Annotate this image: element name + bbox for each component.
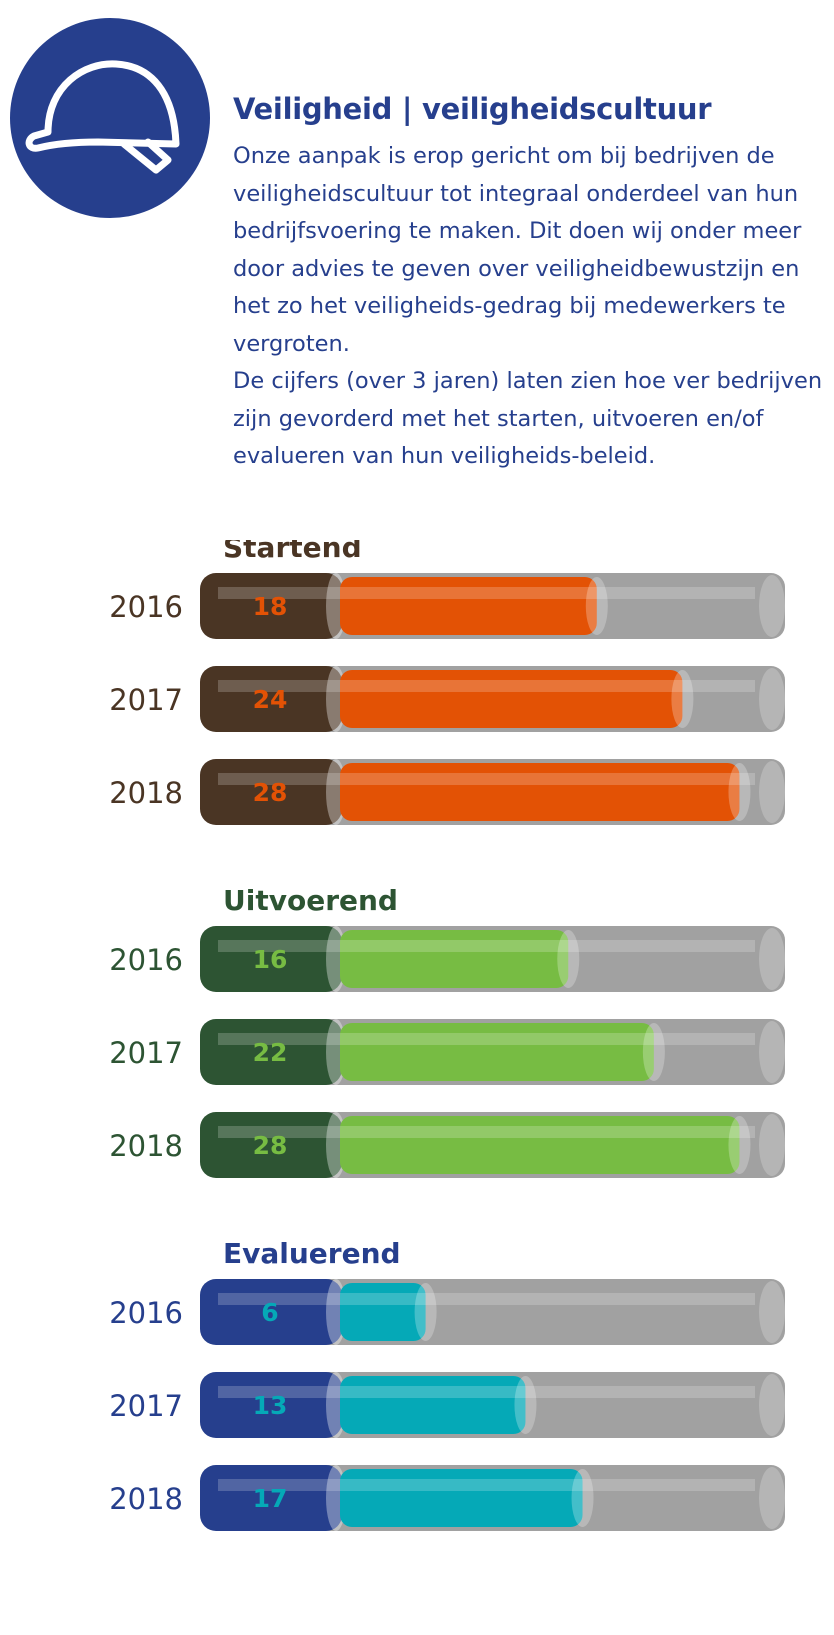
section-title: Uitvoerend xyxy=(223,884,398,917)
chart-section: Evaluerend 2016 6 2017 13 2018 17 xyxy=(109,1237,785,1531)
bar-fill xyxy=(340,930,569,988)
bar-track-end xyxy=(759,928,785,990)
year-label: 2018 xyxy=(109,776,183,810)
bar-cap xyxy=(200,1019,342,1085)
chart-section: Startend 2016 18 2017 24 2018 28 xyxy=(109,540,785,825)
bar-fill-end xyxy=(414,1283,437,1341)
bar-track-end xyxy=(759,668,785,730)
bar-highlight xyxy=(218,587,755,599)
bar-fill xyxy=(340,577,597,635)
year-label: 2018 xyxy=(109,1482,183,1516)
bar-cap xyxy=(200,666,342,732)
bar-highlight xyxy=(218,940,755,952)
bar-row: 2016 18 xyxy=(109,573,785,639)
bar-highlight xyxy=(218,1033,755,1045)
section-title: Evaluerend xyxy=(223,1237,401,1270)
bar-row: 2018 17 xyxy=(109,1465,785,1531)
bar-fill-end xyxy=(571,1469,594,1527)
bar-fill xyxy=(340,763,740,821)
year-label: 2016 xyxy=(109,590,183,624)
bar-fill-end xyxy=(728,763,751,821)
bar-cap xyxy=(200,1279,342,1345)
bar-row: 2017 22 xyxy=(109,1019,785,1085)
bar-row: 2018 28 xyxy=(109,1112,785,1178)
year-label: 2018 xyxy=(109,1129,183,1163)
value-label: 17 xyxy=(253,1484,288,1513)
year-label: 2016 xyxy=(109,1296,183,1330)
intro-paragraph: De cijfers (over 3 jaren) laten zien hoe… xyxy=(233,368,823,469)
bar-highlight xyxy=(218,773,755,785)
bar-cap xyxy=(200,1112,342,1178)
bar-fill-end xyxy=(671,670,694,728)
value-label: 6 xyxy=(261,1298,278,1327)
chart-section: Uitvoerend 2016 16 2017 22 2018 28 xyxy=(109,884,785,1178)
value-label: 28 xyxy=(253,1131,288,1160)
bar-highlight xyxy=(218,1126,755,1138)
bar-fill xyxy=(340,670,683,728)
year-label: 2016 xyxy=(109,943,183,977)
year-label: 2017 xyxy=(109,1389,183,1423)
bar-track-end xyxy=(759,1281,785,1343)
bar-cap xyxy=(200,759,342,825)
value-label: 28 xyxy=(253,778,288,807)
bar-row: 2016 6 xyxy=(109,1279,785,1345)
bar-cap xyxy=(200,573,342,639)
value-label: 16 xyxy=(253,945,288,974)
value-label: 24 xyxy=(253,685,288,714)
bar-fill-end xyxy=(728,1116,751,1174)
bar-highlight xyxy=(218,1386,755,1398)
bar-fill xyxy=(340,1116,740,1174)
bar-fill-end xyxy=(557,930,580,988)
intro-text: Onze aanpak is erop gericht om bij bedri… xyxy=(233,138,823,476)
bar-fill xyxy=(340,1283,426,1341)
bar-track-end xyxy=(759,1374,785,1436)
bar-row: 2017 24 xyxy=(109,666,785,732)
bar-row: 2016 16 xyxy=(109,926,785,992)
progress-chart: Startend 2016 18 2017 24 2018 28 Uitvoerend 2016… xyxy=(109,540,785,1531)
bar-fill-end xyxy=(514,1376,537,1434)
hard-hat-icon xyxy=(10,18,210,218)
section-title: Startend xyxy=(223,540,362,564)
bar-fill-end xyxy=(642,1023,665,1081)
bar-track-end xyxy=(759,1467,785,1529)
bar-track-end xyxy=(759,575,785,637)
intro-paragraph: Onze aanpak is erop gericht om bij bedri… xyxy=(233,143,802,357)
page-title: Veiligheid | veiligheidscultuur xyxy=(233,92,712,126)
bar-row: 2018 28 xyxy=(109,759,785,825)
year-label: 2017 xyxy=(109,1036,183,1070)
bar-fill xyxy=(340,1376,526,1434)
bar-cap xyxy=(200,926,342,992)
bar-cap xyxy=(200,1372,342,1438)
bar-fill-end xyxy=(585,577,608,635)
bar-track-end xyxy=(759,1114,785,1176)
year-label: 2017 xyxy=(109,683,183,717)
bar-track-end xyxy=(759,1021,785,1083)
bar-highlight xyxy=(218,1293,755,1305)
value-label: 13 xyxy=(253,1391,288,1420)
bar-fill xyxy=(340,1023,654,1081)
value-label: 22 xyxy=(253,1038,288,1067)
bar-track-end xyxy=(759,761,785,823)
bar-highlight xyxy=(218,1479,755,1491)
value-label: 18 xyxy=(253,592,288,621)
bar-fill xyxy=(340,1469,583,1527)
bar-cap xyxy=(200,1465,342,1531)
bar-row: 2017 13 xyxy=(109,1372,785,1438)
bar-highlight xyxy=(218,680,755,692)
